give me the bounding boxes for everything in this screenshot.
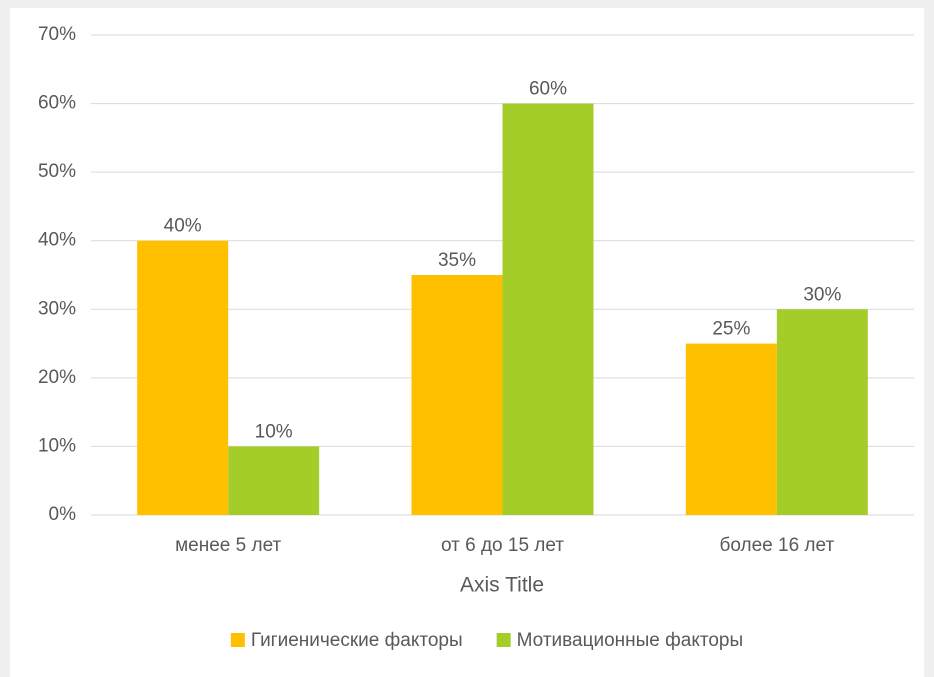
value-label: 30%	[803, 284, 841, 305]
y-tick-label: 30%	[38, 298, 76, 319]
bar	[776, 309, 868, 515]
x-axis-title: Axis Title	[460, 574, 544, 597]
value-label: 25%	[712, 319, 750, 340]
legend-swatch	[496, 633, 511, 647]
legend-label: Мотивационные факторы	[517, 630, 744, 651]
y-tick-label: 60%	[38, 93, 76, 114]
x-tick-label: более 16 лет	[719, 535, 834, 556]
bar	[502, 103, 594, 516]
y-tick-label: 40%	[38, 230, 76, 251]
value-label: 40%	[164, 216, 202, 237]
value-label: 60%	[529, 79, 567, 100]
legend-label: Гигиенические факторы	[251, 630, 463, 651]
bar	[137, 240, 229, 515]
value-label: 10%	[255, 421, 293, 442]
bar	[685, 343, 777, 515]
y-tick-label: 0%	[49, 504, 77, 525]
y-tick-label: 10%	[38, 435, 76, 456]
y-tick-label: 20%	[38, 367, 76, 388]
y-tick-label: 70%	[38, 24, 76, 45]
legend-swatch	[230, 633, 245, 647]
bar	[228, 446, 320, 515]
y-tick-label: 50%	[38, 161, 76, 182]
value-label: 35%	[438, 250, 476, 271]
bar	[411, 275, 503, 515]
x-tick-label: от 6 до 15 лет	[441, 535, 564, 556]
x-tick-label: менее 5 лет	[175, 535, 281, 556]
